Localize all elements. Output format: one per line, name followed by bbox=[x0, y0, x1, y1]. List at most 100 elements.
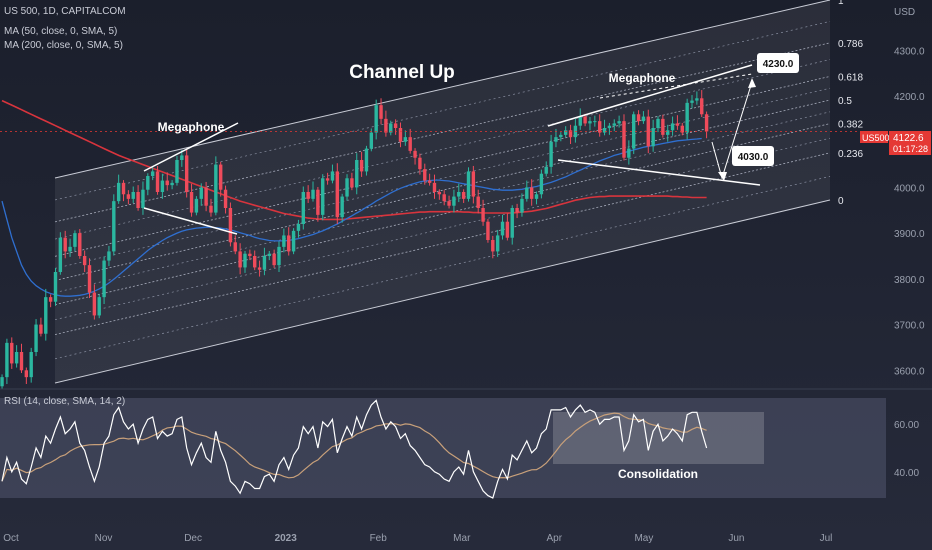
candle[interactable] bbox=[602, 119, 607, 136]
candle[interactable] bbox=[126, 190, 131, 205]
candle[interactable] bbox=[505, 213, 510, 241]
candle[interactable] bbox=[262, 247, 267, 276]
candle[interactable] bbox=[568, 124, 573, 144]
candle[interactable] bbox=[661, 114, 665, 138]
fib-line-0[interactable] bbox=[54, 199, 831, 384]
candle[interactable] bbox=[53, 267, 58, 306]
fib-line-0.618[interactable] bbox=[54, 76, 831, 257]
candle[interactable] bbox=[622, 114, 626, 161]
candle[interactable] bbox=[291, 228, 296, 255]
candle[interactable] bbox=[257, 260, 262, 277]
candle[interactable] bbox=[141, 181, 145, 215]
candle[interactable] bbox=[379, 98, 383, 125]
candle[interactable] bbox=[82, 250, 87, 272]
candle[interactable] bbox=[398, 122, 403, 148]
legend-ma200[interactable]: MA (200, close, 0, SMA, 5) bbox=[4, 40, 123, 51]
candle[interactable] bbox=[413, 148, 417, 165]
megaphone-2-upper-line[interactable] bbox=[547, 64, 753, 127]
candle[interactable] bbox=[374, 99, 378, 140]
candle[interactable] bbox=[486, 218, 490, 243]
candle[interactable] bbox=[39, 317, 43, 337]
candle[interactable] bbox=[578, 108, 582, 130]
fib-line-1[interactable] bbox=[54, 0, 831, 179]
candle[interactable] bbox=[549, 134, 553, 174]
candle[interactable] bbox=[107, 245, 111, 267]
candle[interactable] bbox=[389, 120, 393, 136]
candle[interactable] bbox=[597, 114, 602, 137]
candle[interactable] bbox=[359, 151, 364, 177]
candle[interactable] bbox=[588, 117, 592, 131]
candle[interactable] bbox=[632, 111, 636, 155]
legend-rsi[interactable]: RSI (14, close, SMA, 14, 2) bbox=[4, 396, 126, 407]
fib-line-0.382[interactable] bbox=[54, 123, 831, 306]
candle[interactable] bbox=[452, 189, 456, 213]
megaphone-drawing-1[interactable] bbox=[143, 122, 239, 235]
candle[interactable] bbox=[146, 173, 150, 196]
candle[interactable] bbox=[92, 284, 97, 320]
candle[interactable] bbox=[525, 180, 529, 202]
candle[interactable] bbox=[563, 126, 568, 138]
candle[interactable] bbox=[233, 235, 237, 255]
candle[interactable] bbox=[554, 128, 558, 148]
candle[interactable] bbox=[471, 165, 476, 204]
candle[interactable] bbox=[97, 294, 101, 319]
candle[interactable] bbox=[63, 230, 67, 259]
candle[interactable] bbox=[34, 319, 38, 357]
fib-line-0.786[interactable] bbox=[54, 42, 831, 223]
candle[interactable] bbox=[316, 186, 320, 222]
candle[interactable] bbox=[228, 202, 233, 247]
candle[interactable] bbox=[180, 149, 184, 167]
candle[interactable] bbox=[534, 191, 539, 205]
candle[interactable] bbox=[539, 169, 544, 199]
candle[interactable] bbox=[612, 119, 616, 132]
candle[interactable] bbox=[150, 167, 155, 181]
candle[interactable] bbox=[29, 347, 33, 383]
candle[interactable] bbox=[189, 183, 194, 217]
candle[interactable] bbox=[238, 243, 242, 275]
candle[interactable] bbox=[510, 205, 514, 245]
candle[interactable] bbox=[116, 174, 121, 204]
candle[interactable] bbox=[583, 113, 587, 127]
candle[interactable] bbox=[345, 174, 349, 201]
candle[interactable] bbox=[675, 115, 680, 130]
candle[interactable] bbox=[403, 130, 408, 146]
candle[interactable] bbox=[330, 164, 335, 184]
candle[interactable] bbox=[690, 95, 694, 109]
candle[interactable] bbox=[646, 109, 650, 154]
candle[interactable] bbox=[666, 124, 670, 142]
candle[interactable] bbox=[335, 163, 340, 224]
megaphone-1-lower-line[interactable] bbox=[143, 207, 238, 235]
candle[interactable] bbox=[136, 185, 140, 211]
candle[interactable] bbox=[627, 140, 631, 165]
candle[interactable] bbox=[408, 128, 412, 154]
candle[interactable] bbox=[209, 198, 213, 217]
candle[interactable] bbox=[617, 115, 621, 128]
time-axis[interactable]: Oct Nov Dec 2023 Feb Mar Apr May Jun Jul bbox=[3, 533, 832, 544]
candle[interactable] bbox=[301, 186, 305, 230]
candle[interactable] bbox=[10, 337, 14, 369]
candle[interactable] bbox=[44, 288, 48, 341]
candle[interactable] bbox=[495, 229, 500, 257]
candle[interactable] bbox=[384, 110, 388, 137]
candle[interactable] bbox=[481, 199, 485, 226]
candle[interactable] bbox=[427, 173, 432, 186]
candle[interactable] bbox=[466, 167, 471, 202]
fib-line-0.236[interactable] bbox=[54, 152, 831, 336]
candle[interactable] bbox=[282, 228, 286, 253]
candle[interactable] bbox=[491, 235, 495, 259]
candle[interactable] bbox=[442, 190, 446, 206]
candle[interactable] bbox=[700, 90, 704, 118]
candle[interactable] bbox=[102, 256, 106, 304]
candle[interactable] bbox=[355, 153, 359, 195]
candle[interactable] bbox=[476, 189, 480, 214]
candle[interactable] bbox=[704, 111, 709, 139]
candle[interactable] bbox=[432, 174, 437, 199]
candle[interactable] bbox=[73, 230, 77, 251]
candle[interactable] bbox=[253, 250, 257, 271]
candle[interactable] bbox=[175, 155, 179, 186]
target-up-callout[interactable]: 4230.0 bbox=[757, 53, 799, 73]
candle[interactable] bbox=[544, 161, 548, 177]
candle[interactable] bbox=[24, 367, 29, 384]
